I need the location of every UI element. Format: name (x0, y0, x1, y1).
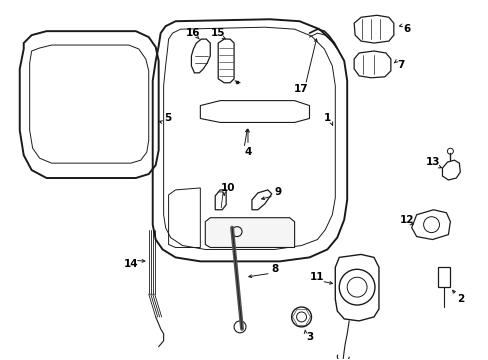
Text: 6: 6 (402, 24, 409, 34)
Text: 7: 7 (396, 60, 404, 70)
Text: 16: 16 (186, 28, 200, 38)
Text: 10: 10 (221, 183, 235, 193)
Text: 14: 14 (123, 259, 138, 269)
Polygon shape (205, 218, 294, 247)
Text: 4: 4 (244, 147, 251, 157)
Text: 3: 3 (305, 332, 312, 342)
Text: 12: 12 (399, 215, 413, 225)
Text: 8: 8 (270, 264, 278, 274)
Text: 13: 13 (426, 157, 440, 167)
Text: 17: 17 (294, 84, 308, 94)
Text: 5: 5 (163, 113, 171, 123)
Text: 15: 15 (210, 28, 225, 38)
Text: 1: 1 (323, 113, 330, 123)
Text: 9: 9 (274, 187, 281, 197)
Text: 11: 11 (309, 272, 324, 282)
Text: 2: 2 (456, 294, 463, 304)
